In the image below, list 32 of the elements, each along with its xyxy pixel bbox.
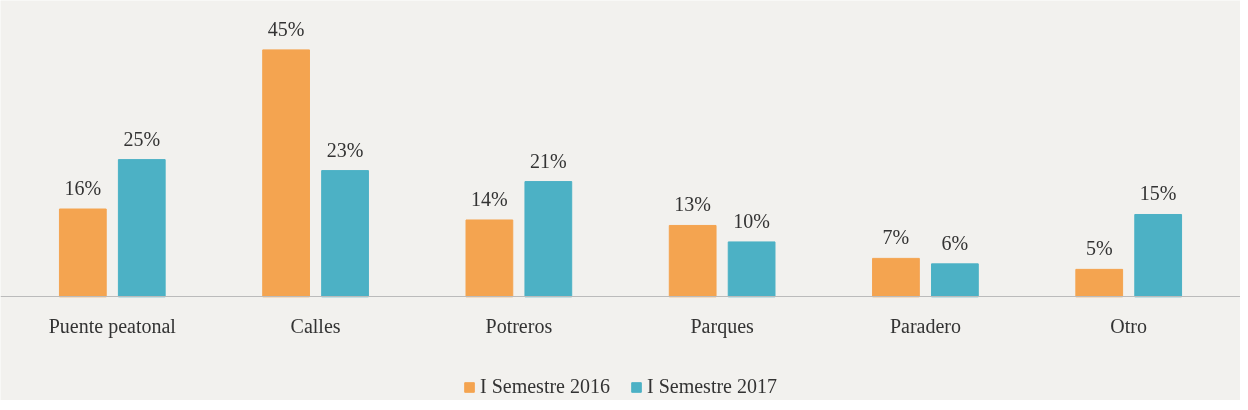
bar <box>524 181 573 298</box>
bar <box>262 49 310 298</box>
bar <box>1134 213 1183 298</box>
data-label: 45% <box>267 17 305 40</box>
legend-label: I Semestre 2017 <box>647 375 777 398</box>
data-label: 16% <box>64 177 102 199</box>
data-label: 5% <box>1085 237 1113 260</box>
bar <box>1075 268 1124 298</box>
x-tick-label: Calles <box>290 314 341 337</box>
data-label: 10% <box>733 209 770 232</box>
bar <box>727 241 776 298</box>
data-label: 25% <box>123 127 161 150</box>
bar <box>931 263 979 298</box>
data-label: 7% <box>882 226 910 249</box>
data-label: 21% <box>530 149 567 172</box>
bar <box>872 257 920 298</box>
data-label: 15% <box>1139 182 1177 205</box>
data-label: 6% <box>941 231 969 254</box>
bar <box>465 219 514 298</box>
x-tick-label: Potreros <box>485 314 553 337</box>
x-tick-label: Puente peatonal <box>48 314 177 338</box>
data-label: 14% <box>471 187 508 210</box>
x-tick-label: Otro <box>1110 314 1148 337</box>
bar <box>321 170 369 298</box>
bar <box>117 159 166 298</box>
x-tick-label: Parques <box>690 314 755 338</box>
data-label: 13% <box>674 193 712 216</box>
bar <box>58 208 107 298</box>
data-label: 23% <box>326 138 364 161</box>
legend-label: I Semestre 2016 <box>480 375 610 398</box>
bar <box>668 224 717 298</box>
x-tick-label: Paradero <box>889 314 961 337</box>
